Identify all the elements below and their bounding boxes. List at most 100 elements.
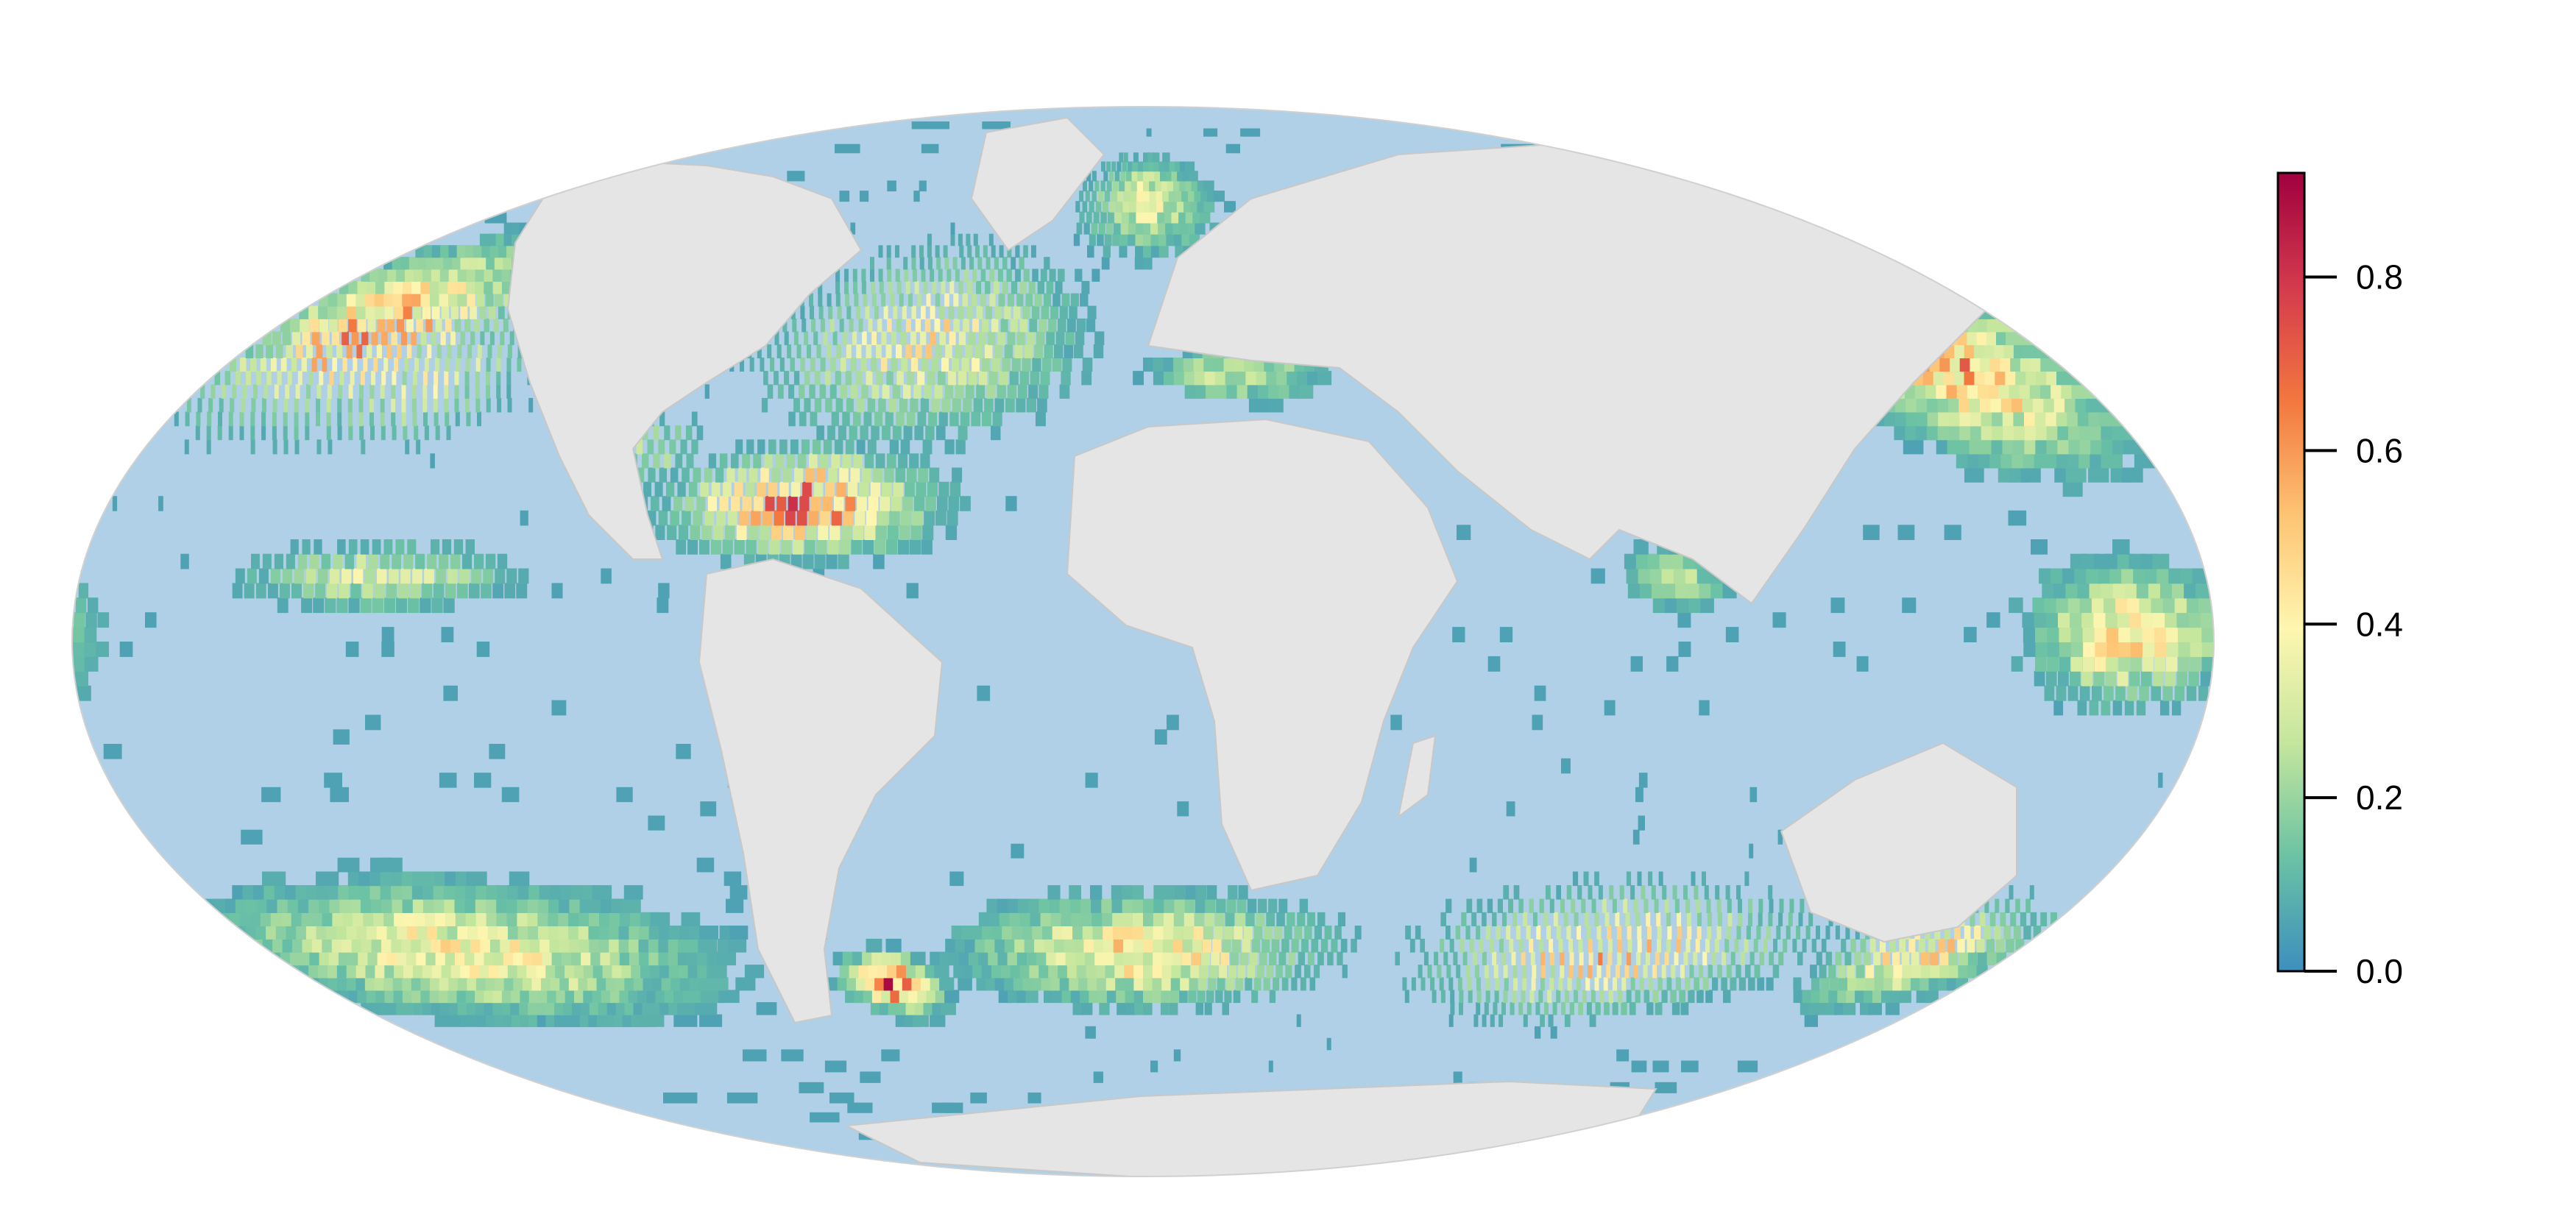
heat-cell (1136, 191, 1144, 202)
heat-cell (1856, 965, 1865, 979)
heat-cell (1004, 305, 1011, 319)
heat-cell (1590, 990, 1596, 1004)
heat-cell (2050, 568, 2067, 584)
heat-cell (727, 510, 737, 526)
heat-cell (1007, 331, 1016, 346)
heat-cell (2005, 898, 2010, 913)
heat-cell (1504, 977, 1509, 991)
heat-cell (1792, 938, 1797, 953)
heat-cell (1073, 233, 1080, 246)
heat-cell (497, 397, 502, 413)
heat-cell (1237, 965, 1246, 979)
heat-cell (1075, 201, 1080, 213)
heat-cell (1105, 977, 1117, 991)
heat-cell (1727, 912, 1733, 926)
heat-cell (920, 331, 927, 346)
heat-cell (444, 397, 449, 413)
heat-cell (1621, 977, 1627, 991)
heat-cell (813, 481, 824, 497)
heat-cell (1820, 977, 1830, 991)
heat-cell (367, 344, 372, 358)
heat-cell (988, 371, 998, 386)
heat-cell (1152, 965, 1163, 979)
heat-cell (372, 597, 383, 614)
heat-cell (84, 656, 99, 672)
heat-cell (441, 627, 454, 642)
heat-cell (2124, 700, 2134, 716)
heat-cell (1196, 885, 1207, 900)
heat-cell (272, 331, 281, 346)
heat-cell (1133, 938, 1144, 953)
heat-cell (2112, 700, 2123, 716)
heat-cell (416, 439, 421, 455)
heat-cell (767, 384, 774, 399)
heat-cell (983, 245, 988, 258)
heat-cell (1233, 990, 1241, 1004)
heat-cell (1947, 938, 1956, 953)
heat-cell (938, 411, 948, 427)
heat-cell (1643, 990, 1650, 1004)
heat-cell (900, 331, 907, 346)
heat-cell (1162, 951, 1172, 966)
heat-cell (2008, 510, 2027, 526)
heat-cell (381, 371, 386, 386)
heat-cell (1920, 951, 1929, 966)
heat-cell (261, 787, 281, 803)
heat-cell (1769, 898, 1774, 913)
heat-cell (270, 358, 277, 372)
heat-cell (1544, 1002, 1549, 1015)
heat-cell (374, 293, 386, 307)
heat-cell (484, 269, 495, 282)
heat-cell (464, 384, 470, 399)
heat-cell (839, 539, 851, 555)
heat-cell (1192, 938, 1202, 953)
heat-cell (1195, 1002, 1204, 1015)
heat-cell (765, 496, 775, 511)
heat-cell (1633, 898, 1638, 913)
heat-cell (2031, 539, 2048, 555)
heat-cell (849, 425, 857, 441)
heat-cell (1613, 977, 1617, 991)
heat-cell (1800, 898, 1805, 913)
heat-cell (440, 331, 446, 346)
heat-cell (1569, 951, 1574, 966)
heat-cell (814, 371, 821, 386)
heat-cell (860, 191, 869, 202)
heat-cell (1897, 525, 1915, 540)
heat-cell (731, 453, 739, 469)
world-map (71, 106, 2215, 1177)
heat-cell (316, 871, 339, 887)
heat-cell (820, 510, 830, 526)
heat-cell (402, 371, 407, 386)
heat-cell (1094, 951, 1106, 966)
heat-cell (762, 510, 773, 526)
heat-cell (805, 467, 815, 483)
heat-cell (1216, 898, 1226, 913)
heat-cell (782, 318, 788, 333)
heat-cell (1996, 938, 2005, 953)
heat-cell (290, 318, 300, 333)
heat-cell (885, 539, 898, 555)
heat-cell (958, 977, 972, 991)
heat-cell (1566, 926, 1571, 940)
heat-cell (962, 293, 968, 307)
heat-cell (1694, 885, 1699, 900)
heat-cell (2127, 685, 2137, 701)
heat-cell (2106, 642, 2120, 657)
heat-cell (1706, 898, 1711, 913)
heat-cell (2047, 656, 2059, 672)
heat-cell (830, 358, 836, 372)
heat-cell (1284, 926, 1292, 940)
heat-cell (1607, 951, 1613, 966)
heat-cell (503, 318, 509, 333)
heat-cell (1476, 977, 1481, 991)
heat-cell (1677, 912, 1682, 926)
heat-cell (1171, 171, 1181, 182)
heat-cell (303, 583, 314, 599)
heat-cell (939, 331, 946, 346)
heat-cell (771, 467, 781, 483)
heat-cell (2106, 656, 2118, 672)
heat-cell (658, 583, 670, 599)
heat-cell (856, 344, 862, 358)
heat-cell (1247, 384, 1261, 399)
